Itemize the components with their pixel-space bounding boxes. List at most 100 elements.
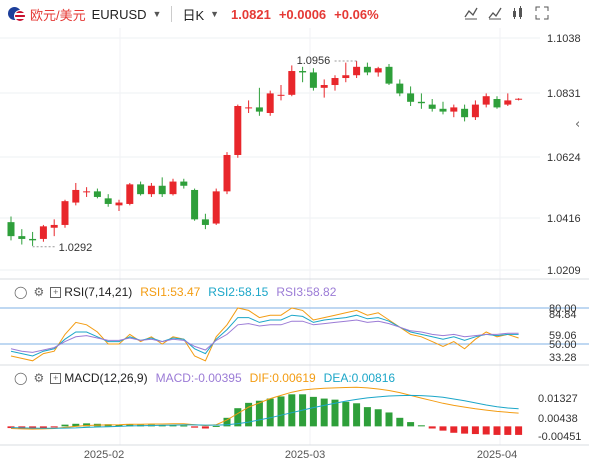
period-chevron-down-icon[interactable]: ▼ <box>210 9 220 19</box>
macd-histogram-bar <box>320 398 328 427</box>
macd-histogram-bar <box>266 398 274 427</box>
price-change: +0.0006 <box>278 6 327 22</box>
settings-icon[interactable]: ⚙ <box>33 285 45 299</box>
candle-body <box>493 99 501 108</box>
rsi1-value: RSI1:53.47 <box>140 285 201 299</box>
candle-body <box>212 191 220 224</box>
candle-body <box>93 191 101 197</box>
candle-body <box>72 189 80 203</box>
candle-body <box>39 226 47 239</box>
rsi-axis-label: 80.00 <box>549 303 577 315</box>
macd-histogram-bar <box>126 424 134 427</box>
macd-dea-line <box>10 394 519 429</box>
low-price-annotation: 1.0292 <box>59 242 93 254</box>
macd-histogram-bar <box>288 394 296 427</box>
price-axis-label: 1.0624 <box>547 152 581 164</box>
drawing-icon[interactable] <box>509 5 527 23</box>
macd-histogram-bar <box>309 396 317 427</box>
candle-body <box>396 83 404 94</box>
candle-body <box>61 201 69 225</box>
macd-histogram-bar <box>61 424 69 427</box>
macd-label: MACD(12,26,9) <box>64 371 148 385</box>
toolbar-divider <box>171 6 173 22</box>
indicator-icon[interactable] <box>486 5 504 23</box>
macd-histogram-bar <box>450 426 458 433</box>
candle-body <box>439 108 447 112</box>
macd-histogram-bar <box>180 425 188 427</box>
macd-histogram-bar <box>331 399 339 427</box>
price-change-pct: +0.06% <box>334 6 379 22</box>
candle-body <box>461 108 469 118</box>
candle-body <box>104 198 112 204</box>
candle-body <box>320 85 328 88</box>
candle-body <box>137 184 145 195</box>
candle-body <box>342 75 350 79</box>
rsi-line-rsi3 <box>10 319 519 353</box>
candle-body <box>374 68 382 73</box>
candle-body <box>169 181 177 195</box>
candle-body <box>158 185 166 195</box>
candle-body <box>504 100 512 105</box>
macd-histogram-bar <box>7 426 15 429</box>
dif-value: DIF:0.00619 <box>249 371 316 385</box>
candle-body <box>353 66 361 76</box>
candle-body <box>450 107 458 112</box>
expand-icon[interactable]: + <box>50 372 62 384</box>
macd-legend: ◯ ⚙ + MACD(12,26,9) MACD:-0.00395 DIF:0.… <box>14 371 395 385</box>
settings-icon[interactable]: ⚙ <box>33 371 45 385</box>
period-selector[interactable]: 日K <box>182 7 205 23</box>
candle-body <box>385 66 393 84</box>
macd-histogram-bar <box>72 423 80 427</box>
macd-histogram-bar <box>255 400 263 427</box>
pair-name-zh[interactable]: 欧元/美元 <box>30 7 86 23</box>
candle-body <box>201 219 209 225</box>
rsi-axis-label: 33.28 <box>549 352 577 364</box>
macd-dif-line <box>10 386 519 430</box>
candle-body <box>245 107 253 109</box>
expand-icon[interactable]: + <box>50 286 62 298</box>
macd-histogram-bar <box>439 426 447 431</box>
candle-body <box>417 101 425 104</box>
macd-histogram-bar <box>385 412 393 427</box>
candle-body <box>115 202 123 206</box>
dea-value: DEA:0.00816 <box>323 371 396 385</box>
candle-body <box>18 236 26 239</box>
line-tool-icon[interactable] <box>462 5 480 23</box>
candle-body <box>331 78 339 86</box>
candle-body <box>180 181 188 186</box>
eye-icon[interactable]: ◯ <box>14 285 28 299</box>
price-axis-label: 1.0416 <box>547 213 581 225</box>
high-price-annotation: 1.0956 <box>297 55 331 67</box>
candle-body <box>29 238 37 241</box>
candle-body <box>471 104 479 118</box>
collapse-panel-icon[interactable]: ‹ <box>575 117 580 132</box>
candle-body <box>223 154 231 192</box>
candle-body <box>428 104 436 109</box>
pair-code[interactable]: EURUSD <box>91 6 147 22</box>
chevron-down-icon[interactable]: ▼ <box>152 9 162 19</box>
candle-body <box>363 66 371 73</box>
macd-histogram-bar <box>50 426 58 428</box>
macd-histogram-bar <box>482 426 490 435</box>
macd-histogram-bar <box>277 396 285 427</box>
rsi3-value: RSI3:58.82 <box>276 285 337 299</box>
macd-histogram-bar <box>493 426 501 435</box>
macd-histogram-bar <box>428 426 436 429</box>
macd-histogram-bar <box>342 401 350 427</box>
date-axis-label: 2025-02 <box>84 449 124 461</box>
rsi-line-rsi1 <box>10 307 519 362</box>
macd-axis-label: 0.01327 <box>538 393 578 405</box>
rsi-legend: ◯ ⚙ + RSI(7,14,21) RSI1:53.47 RSI2:58.15… <box>14 285 336 299</box>
eur-usd-flag-icon <box>8 5 26 23</box>
macd-histogram-bar <box>461 426 469 434</box>
macd-histogram-bar <box>504 426 512 435</box>
rsi-axis-label: 84.84 <box>549 309 577 321</box>
macd-histogram-bar <box>169 425 177 427</box>
fullscreen-icon[interactable] <box>533 5 551 23</box>
candle-body <box>266 93 274 114</box>
macd-histogram-bar <box>417 425 425 427</box>
candle-body <box>7 222 15 237</box>
eye-icon[interactable]: ◯ <box>14 371 28 385</box>
candle-body <box>191 189 199 220</box>
